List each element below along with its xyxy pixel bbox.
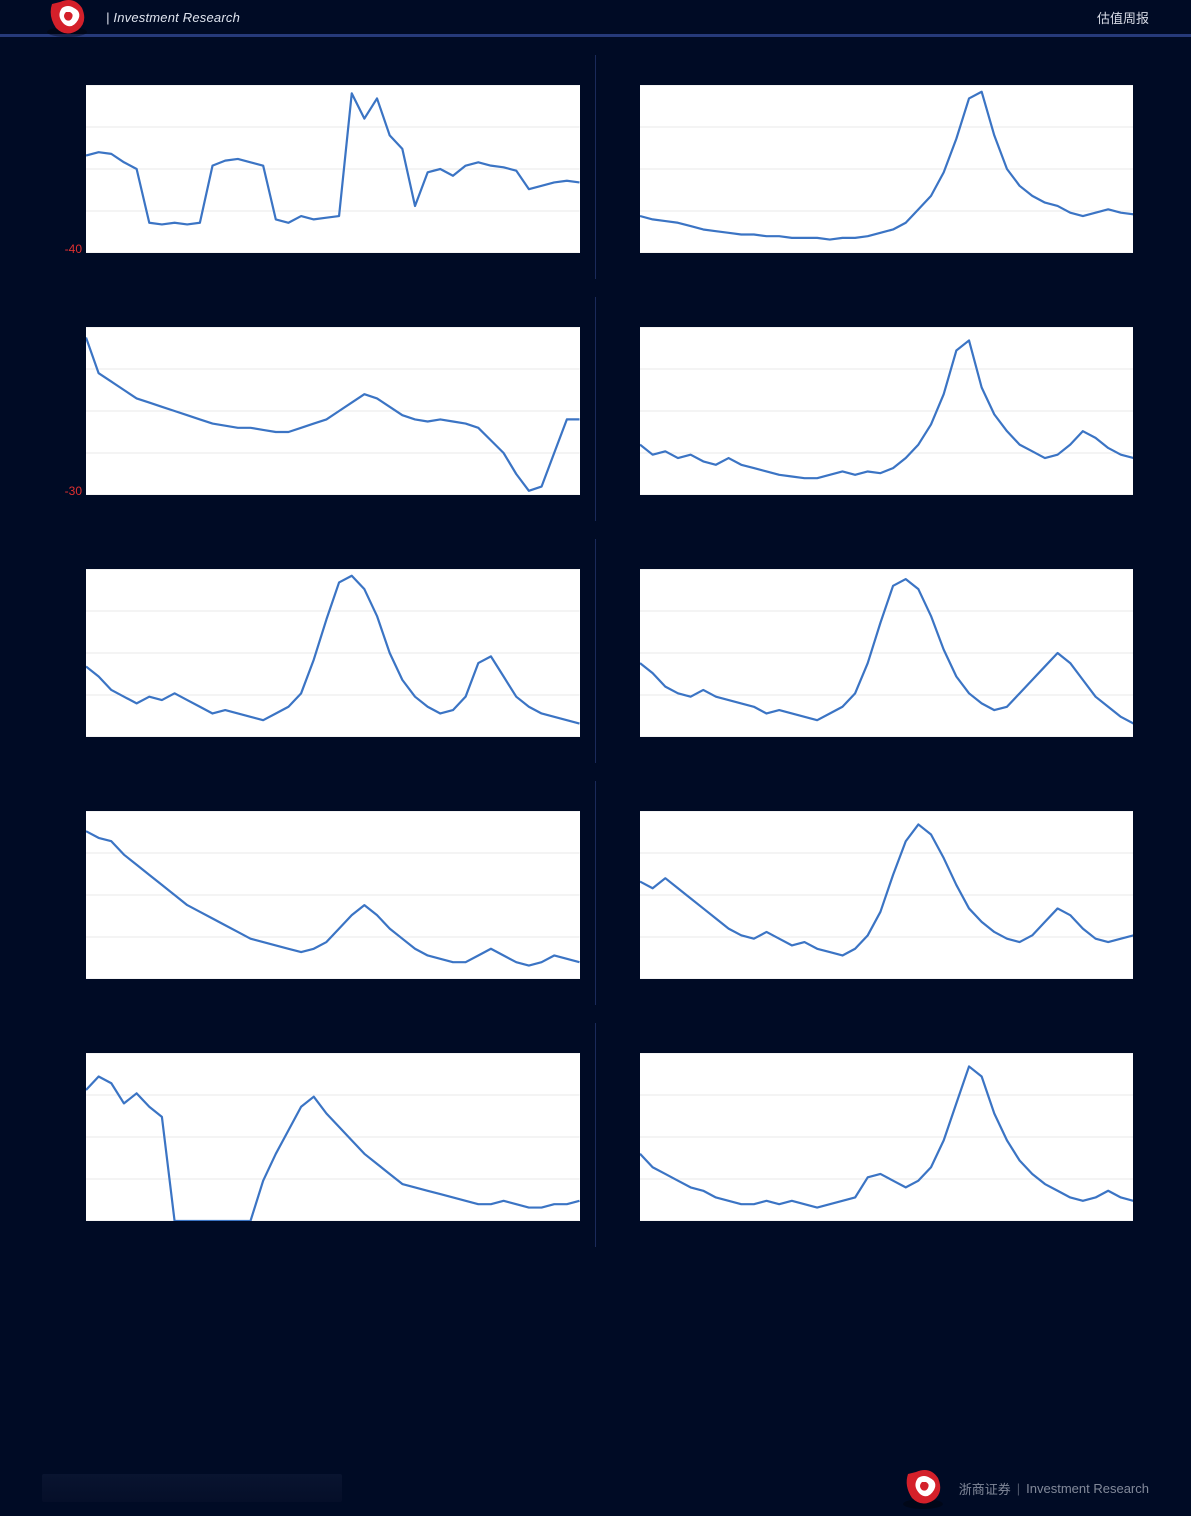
- footer-logo-icon: [897, 1466, 949, 1510]
- header-left-label: | Investment Research: [106, 10, 240, 25]
- page-root: | Investment Research 估值周报 -40 -30 浙商证券 |…: [0, 0, 1191, 1516]
- chart-wrap: [606, 569, 1140, 737]
- footer-brand-en: Investment Research: [1026, 1481, 1149, 1496]
- chart-title: [58, 787, 586, 803]
- chart-title: [58, 1029, 586, 1045]
- chart-cell: [596, 1023, 1150, 1247]
- chart-wrap: [52, 569, 586, 737]
- chart-plot: [640, 85, 1134, 253]
- chart-title: [612, 545, 1140, 561]
- chart-title: [58, 303, 586, 319]
- page-footer: 浙商证券 | Investment Research: [0, 1460, 1191, 1516]
- chart-plot: [86, 569, 580, 737]
- chart-cell: [596, 55, 1150, 279]
- chart-title: [58, 545, 586, 561]
- chart-ymin-label: -30: [52, 485, 82, 497]
- chart-cell: [596, 781, 1150, 1005]
- chart-cell: -30: [42, 297, 596, 521]
- footer-brand-cn: 浙商证券: [959, 1479, 1011, 1498]
- chart-cell: [596, 297, 1150, 521]
- chart-cell: [596, 539, 1150, 763]
- chart-plot: [86, 85, 580, 253]
- chart-cell: [42, 539, 596, 763]
- chart-plot: [640, 811, 1134, 979]
- chart-plot: [86, 1053, 580, 1221]
- chart-title: [612, 787, 1140, 803]
- chart-wrap: [52, 1053, 586, 1221]
- header-left: | Investment Research: [42, 2, 240, 32]
- chart-plot: [640, 569, 1134, 737]
- chart-cell: -40: [42, 55, 596, 279]
- chart-cell: [42, 1023, 596, 1247]
- brand-logo-icon: [42, 2, 92, 32]
- chart-ymin-label: -40: [52, 243, 82, 255]
- chart-wrap: -30: [52, 327, 586, 495]
- chart-plot: [86, 811, 580, 979]
- chart-wrap: [606, 1053, 1140, 1221]
- chart-title: [612, 303, 1140, 319]
- chart-wrap: [606, 811, 1140, 979]
- chart-title: [58, 61, 586, 77]
- header-right-label: 估值周报: [1097, 8, 1149, 27]
- chart-plot: [86, 327, 580, 495]
- chart-wrap: [606, 327, 1140, 495]
- page-header: | Investment Research 估值周报: [0, 0, 1191, 37]
- chart-wrap: [52, 811, 586, 979]
- chart-wrap: -40: [52, 85, 586, 253]
- chart-cell: [42, 781, 596, 1005]
- chart-plot: [640, 327, 1134, 495]
- footer-divider: |: [1017, 1481, 1020, 1496]
- chart-title: [612, 61, 1140, 77]
- chart-wrap: [606, 85, 1140, 253]
- chart-title: [612, 1029, 1140, 1045]
- footer-accent-bar: [42, 1474, 342, 1502]
- chart-plot: [640, 1053, 1134, 1221]
- charts-grid: -40 -30: [42, 55, 1149, 1247]
